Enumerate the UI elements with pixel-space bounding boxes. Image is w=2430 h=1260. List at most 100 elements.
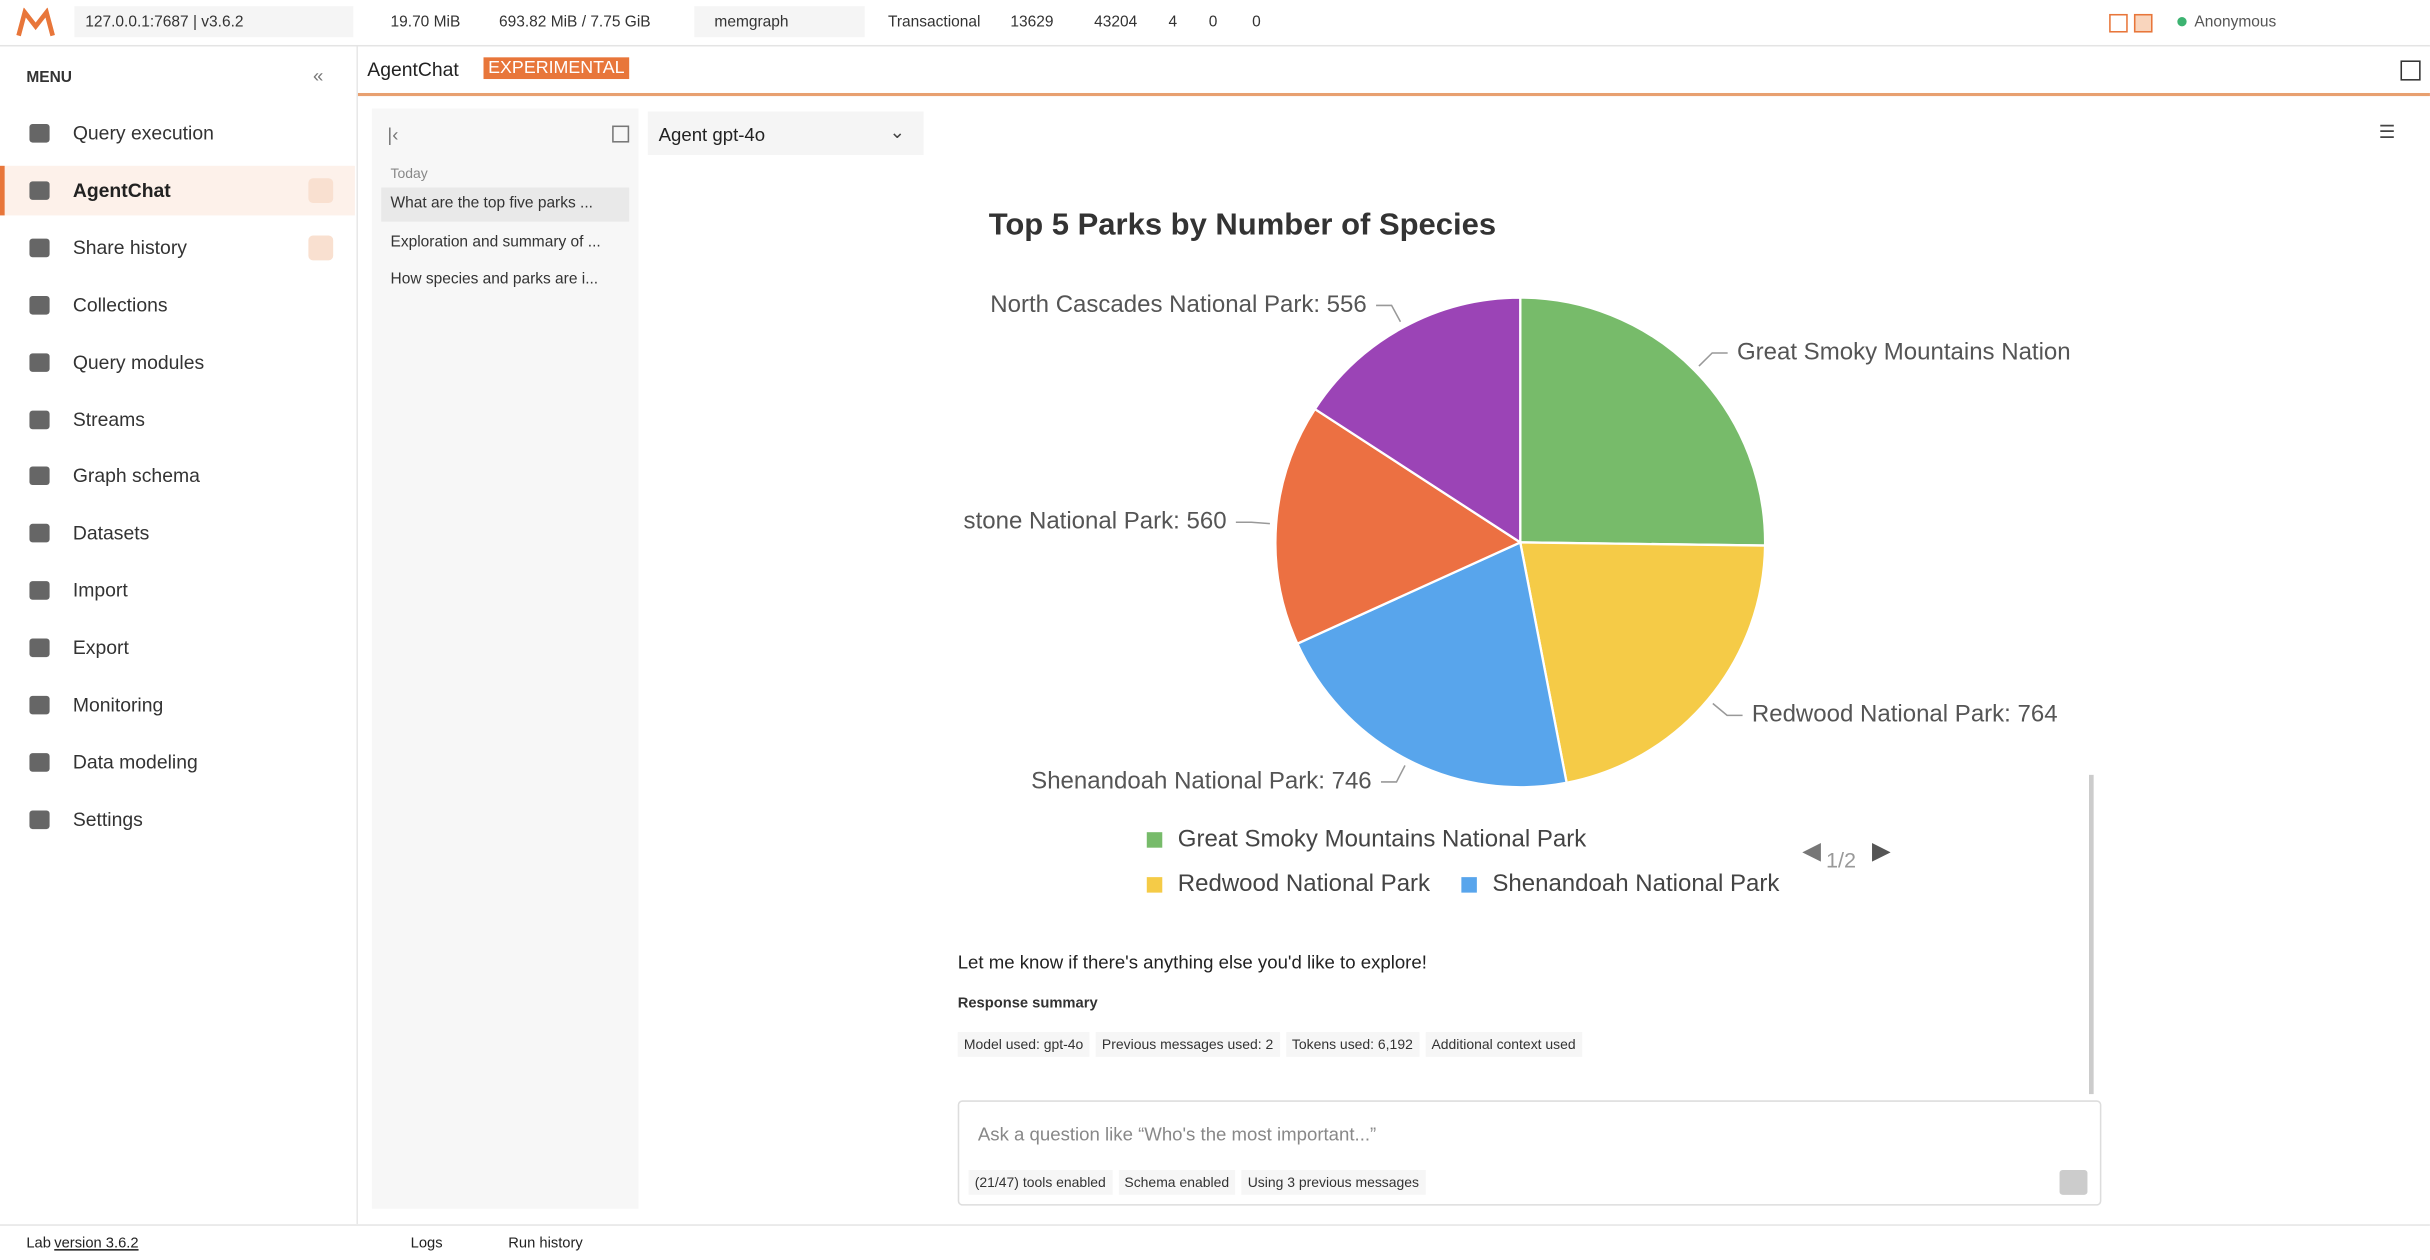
nav-item[interactable]: Query execution bbox=[0, 108, 355, 158]
legend-page: 1/2 bbox=[1826, 847, 1856, 872]
nav-item[interactable]: Export bbox=[0, 623, 355, 673]
history-item[interactable]: Exploration and summary of ... bbox=[381, 225, 629, 259]
legend-label: Great Smoky Mountains National Park bbox=[1178, 825, 1587, 852]
agent-select[interactable]: Agent gpt-4o ⌄ bbox=[647, 111, 924, 155]
nav-label: Query modules bbox=[72, 351, 205, 373]
nav-item[interactable]: Data modeling bbox=[0, 737, 355, 787]
nav-item[interactable]: Collections bbox=[0, 280, 355, 330]
nav-item[interactable]: Streams bbox=[0, 394, 355, 444]
chat-message: Let me know if there's anything else you… bbox=[957, 951, 1427, 974]
nav-item[interactable]: Query modules bbox=[0, 337, 355, 387]
slice-label: North Cascades National Park: 556 bbox=[990, 291, 1366, 318]
layout-icon[interactable] bbox=[2109, 13, 2128, 33]
nav-icon bbox=[29, 123, 50, 143]
label-leader bbox=[1235, 521, 1270, 525]
history-title: What are the top five parks ... bbox=[390, 195, 593, 213]
database: memgraph bbox=[714, 13, 789, 31]
history-item[interactable]: What are the top five parks ... bbox=[381, 187, 630, 222]
nav-label: Monitoring bbox=[72, 694, 164, 716]
nav-label: Datasets bbox=[72, 522, 150, 545]
legend-swatch bbox=[1146, 877, 1163, 893]
input-chip[interactable]: Schema enabled bbox=[1118, 1170, 1236, 1195]
pie-slice bbox=[1519, 296, 1767, 547]
settings-button[interactable]: ☰ bbox=[2378, 120, 2396, 143]
label-leader bbox=[1380, 765, 1406, 783]
nav-item[interactable]: Settings bbox=[0, 795, 355, 845]
nav-icon bbox=[29, 752, 50, 772]
label-leader bbox=[1712, 702, 1743, 717]
nav-item[interactable]: Monitoring bbox=[0, 680, 355, 730]
history-item[interactable]: How species and parks are i... bbox=[381, 263, 629, 297]
status-dot bbox=[2177, 17, 2187, 27]
version-link[interactable]: version 3.6.2 bbox=[54, 1235, 139, 1253]
database-select[interactable]: memgraph bbox=[694, 6, 865, 38]
slice-label: Shenandoah National Park: 746 bbox=[1031, 767, 1371, 794]
nav-label: AgentChat bbox=[72, 179, 171, 202]
menu-title: MENU bbox=[26, 69, 72, 87]
label-leader bbox=[1698, 352, 1728, 367]
scrollbar bbox=[2088, 774, 2094, 1095]
input-chip[interactable]: (21/47) tools enabled bbox=[968, 1170, 1113, 1195]
legend-label: Shenandoah National Park bbox=[1492, 870, 1780, 897]
send-button[interactable] bbox=[2059, 1170, 2088, 1195]
nav-label: Share history bbox=[72, 236, 187, 259]
user[interactable]: Anonymous bbox=[2194, 13, 2277, 31]
nav-icon bbox=[29, 238, 50, 257]
nav-item[interactable]: Datasets bbox=[0, 509, 355, 559]
nav-badge bbox=[308, 178, 334, 203]
nav-icon bbox=[29, 409, 50, 429]
input-chips: (21/47) tools enabled Schema enabled Using… bbox=[968, 1170, 1432, 1195]
nav-icon bbox=[29, 295, 50, 315]
summary-chip: Additional context used bbox=[1425, 1032, 1582, 1057]
connection-box[interactable]: 127.0.0.1:7687 | v3.6.2 bbox=[74, 6, 354, 38]
sidebar: MENU « Query execution AgentChat Share his… bbox=[0, 46, 358, 1225]
nav-item[interactable]: AgentChat bbox=[0, 165, 355, 216]
nav-label: Settings bbox=[72, 808, 143, 831]
disk: 693.82 MiB / 7.75 GiB bbox=[499, 13, 651, 31]
chat-input[interactable]: Ask a question like “Who's the most impo… bbox=[957, 1100, 2102, 1206]
page-title: AgentChat bbox=[367, 58, 459, 81]
mode: Transactional bbox=[887, 13, 981, 31]
edges: 43204 bbox=[1094, 13, 1138, 31]
experimental-badge: EXPERIMENTAL bbox=[483, 57, 630, 80]
nav-label: Collections bbox=[72, 293, 168, 316]
fullscreen-button[interactable] bbox=[2400, 60, 2421, 81]
nav-icon bbox=[29, 467, 50, 486]
nav-label: Streams bbox=[72, 408, 145, 431]
slice-label: Great Smoky Mountains Nation bbox=[1737, 338, 2071, 365]
new-chat[interactable] bbox=[612, 125, 630, 143]
nav-label: Query execution bbox=[72, 122, 214, 145]
top-bar: 127.0.0.1:7687 | v3.6.2 19.70 MiB 693.82… bbox=[0, 0, 2430, 47]
logs-button[interactable]: Logs bbox=[410, 1235, 443, 1253]
memory: 19.70 MiB bbox=[390, 13, 461, 31]
nodes: 13629 bbox=[1010, 13, 1054, 31]
summary-chip: Model used: gpt-4o bbox=[957, 1032, 1090, 1057]
chart-title: Top 5 Parks by Number of Species bbox=[989, 206, 1496, 241]
legend-prev[interactable] bbox=[1802, 843, 1821, 862]
nav-item[interactable]: Graph schema bbox=[0, 452, 355, 502]
logo bbox=[16, 7, 55, 37]
layout-icon[interactable] bbox=[2133, 13, 2153, 33]
slice-label: Redwood National Park: 764 bbox=[1752, 701, 2058, 728]
collapse-button[interactable]: « bbox=[313, 65, 324, 87]
run-history-button[interactable]: Run history bbox=[508, 1235, 583, 1253]
nav-icon bbox=[29, 352, 50, 372]
nav-item[interactable]: Share history bbox=[0, 223, 355, 273]
nav-label: Export bbox=[72, 637, 129, 659]
legend-swatch bbox=[1461, 877, 1477, 893]
summary-chips: Model used: gpt-4o Previous messages used… bbox=[957, 1032, 1588, 1057]
nav-icon bbox=[29, 181, 50, 200]
summary-title: Response summary bbox=[957, 994, 1098, 1012]
nav-label: Import bbox=[72, 579, 128, 602]
nav-label: Data modeling bbox=[72, 751, 198, 774]
legend-label: Redwood National Park bbox=[1178, 870, 1431, 897]
collapse-history[interactable]: |‹ bbox=[387, 123, 399, 146]
stat: 0 bbox=[1208, 13, 1218, 31]
input-chip[interactable]: Using 3 previous messages bbox=[1241, 1170, 1426, 1195]
nav-label: Graph schema bbox=[72, 465, 200, 488]
footer: Lab version 3.6.2 Logs Run history bbox=[0, 1224, 2430, 1260]
legend-next[interactable] bbox=[1872, 843, 1891, 862]
pie-slice bbox=[1313, 296, 1522, 545]
nav-item[interactable]: Import bbox=[0, 566, 355, 616]
